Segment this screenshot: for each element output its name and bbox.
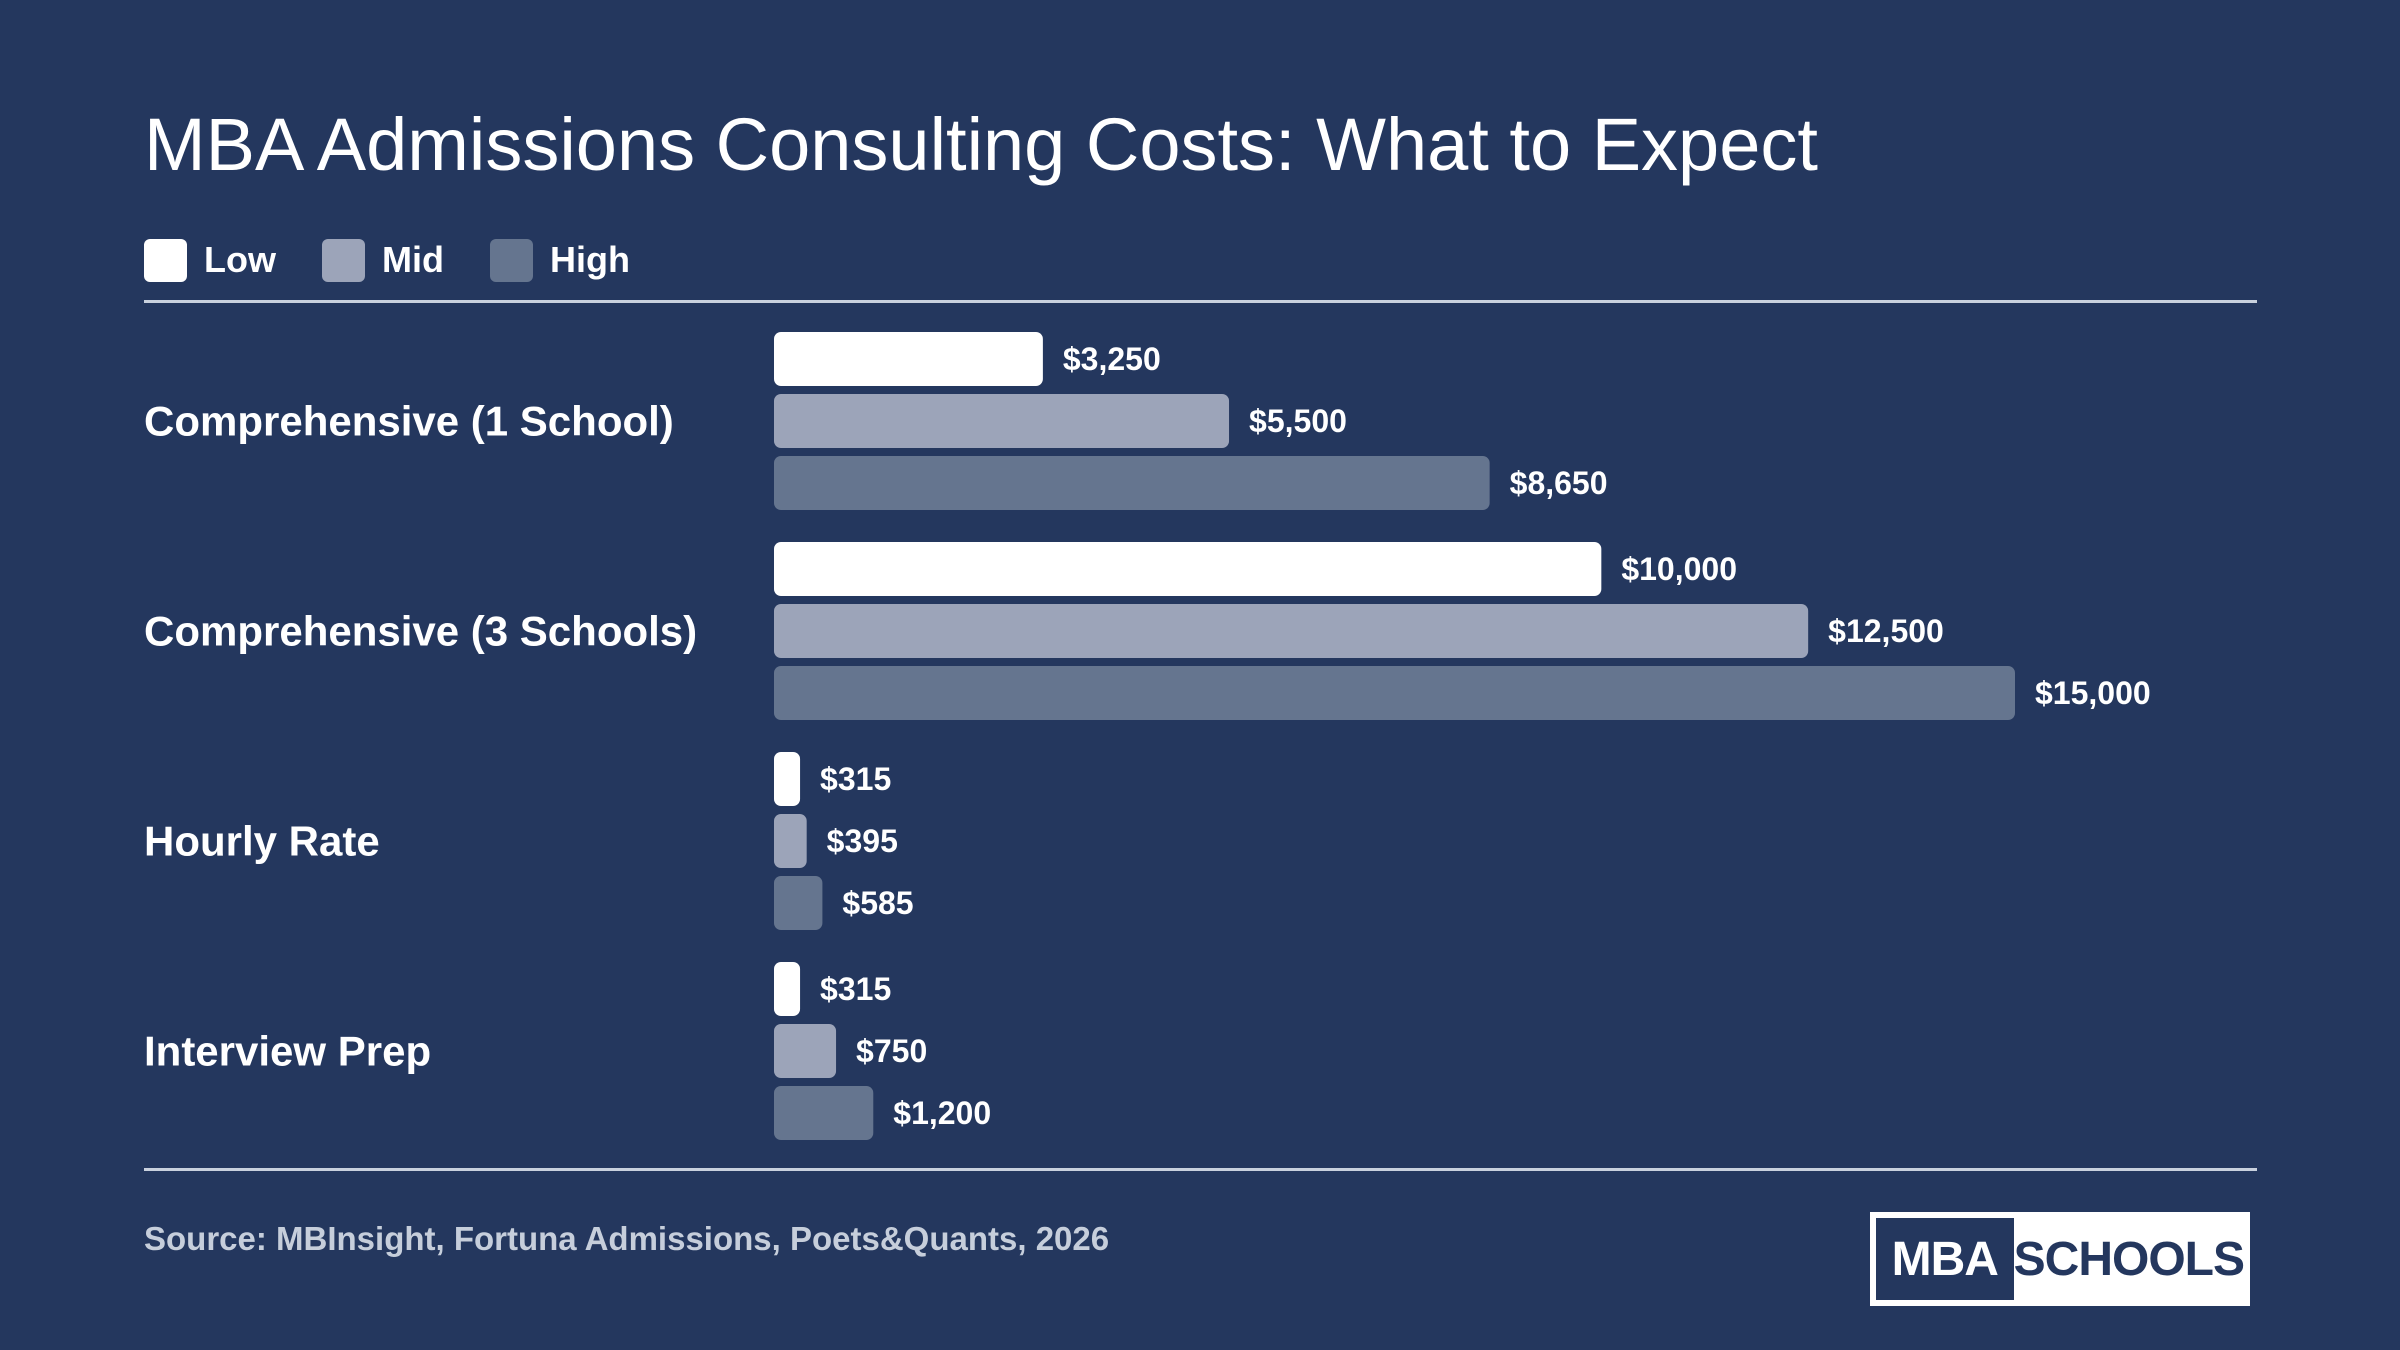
bar-comprehensive-3-schools-mid [774,604,1809,658]
category-label-hourly-rate: Hourly Rate [144,818,380,865]
legend-label-mid: Mid [381,239,444,280]
bar-comprehensive-1-school-mid [774,394,1230,448]
legend-swatch-low [144,238,187,282]
value-label-comprehensive-1-school-mid: $5,500 [1249,403,1347,439]
bar-comprehensive-3-schools-high [774,666,2015,720]
legend: Low Mid High [144,236,676,284]
value-label-comprehensive-3-schools-mid: $12,500 [1828,613,1944,649]
legend-swatch-high [489,238,533,282]
bar-interview-prep-low [774,962,801,1016]
logo-schools-text: SCHOOLS [2013,1232,2245,1286]
value-label-comprehensive-1-school-low: $3,250 [1063,341,1161,377]
value-label-interview-prep-high: $1,200 [893,1095,991,1131]
source-note: Source: MBInsight, Fortuna Admissions, P… [144,1220,1110,1257]
bar-hourly-rate-high [774,876,823,930]
category-label-comprehensive-3-schools: Comprehensive (3 Schools) [144,608,697,655]
value-label-interview-prep-mid: $750 [856,1033,927,1069]
bar-interview-prep-high [774,1086,874,1140]
value-label-hourly-rate-low: $315 [820,761,891,797]
bar-comprehensive-1-school-low [774,332,1043,386]
value-label-comprehensive-1-school-high: $8,650 [1510,465,1608,501]
bottom-divider [144,1168,2257,1171]
legend-label-high: High [549,239,630,280]
value-label-comprehensive-3-schools-low: $10,000 [1621,551,1737,587]
value-label-hourly-rate-high: $585 [842,885,913,921]
bar-comprehensive-1-school-high [774,456,1490,510]
legend-swatch-mid [321,238,365,282]
top-divider [144,300,2257,303]
bar-comprehensive-3-schools-low [774,542,1602,596]
bar-hourly-rate-mid [774,814,807,868]
value-label-comprehensive-3-schools-high: $15,000 [2035,675,2151,711]
mba-schools-logo: MBA SCHOOLS [1870,1212,2250,1306]
legend-item-high: High [489,238,630,282]
bar-interview-prep-mid [774,1024,837,1078]
logo-mba-text: MBA [1876,1218,2014,1300]
value-label-interview-prep-low: $315 [820,971,891,1007]
legend-item-low: Low [144,238,276,282]
bar-hourly-rate-low [774,752,801,806]
category-label-interview-prep: Interview Prep [144,1028,431,1075]
legend-item-mid: Mid [321,238,444,282]
chart-title: MBA Admissions Consulting Costs: What to… [144,103,1818,186]
legend-label-low: Low [204,239,276,280]
category-label-comprehensive-1-school: Comprehensive (1 School) [144,398,674,445]
value-label-hourly-rate-mid: $395 [827,823,898,859]
